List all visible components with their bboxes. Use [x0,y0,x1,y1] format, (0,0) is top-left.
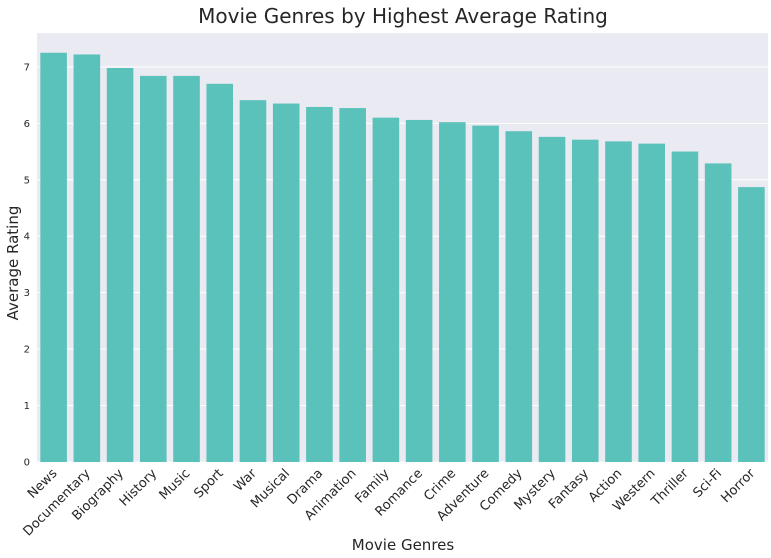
x-axis-label: Movie Genres [352,536,455,554]
y-tick-label: 2 [24,345,30,356]
bar-thriller [671,151,699,462]
x-axis-ticks: NewsDocumentaryBiographyHistoryMusicSpor… [21,466,759,540]
y-tick-label: 6 [24,119,30,130]
chart-title: Movie Genres by Highest Average Rating [198,4,608,28]
bar-adventure [472,125,499,463]
bar-crime [439,122,466,463]
bar-documentary [73,54,101,462]
bar-history [140,75,167,463]
x-tick-label: History [117,466,161,510]
bar-fantasy [571,139,599,462]
y-tick-label: 0 [24,458,30,469]
bar-romance [405,119,433,462]
x-tick-label: Thriller [648,466,692,510]
x-tick-label: Horror [718,466,758,506]
x-tick-label: Sport [191,466,226,501]
bar-mystery [538,136,566,462]
y-tick-label: 5 [24,175,30,186]
y-tick-label: 7 [24,62,30,73]
bar-music [173,75,200,463]
bar-sport [206,83,234,462]
x-tick-label: Music [157,466,194,503]
bar-biography [106,67,134,462]
bar-western [638,143,665,462]
y-tick-label: 1 [24,401,30,412]
bar-action [605,141,632,462]
bar-news [40,52,67,462]
bars [40,52,765,463]
y-tick-label: 4 [24,232,30,243]
bar-comedy [505,131,533,462]
bar-animation [339,108,366,462]
bar-musical [272,103,300,463]
y-tick-label: 3 [24,288,30,299]
bar-family [372,117,400,462]
plot-area [37,33,768,463]
bar-horror [738,187,765,462]
y-axis-label: Average Rating [4,206,22,321]
y-axis-ticks: 0 1 2 3 4 5 6 7 [24,62,30,468]
bar-drama [306,106,333,463]
bar-sci-fi [704,163,732,462]
x-tick-label: War [231,466,260,495]
bar-war [239,100,267,463]
